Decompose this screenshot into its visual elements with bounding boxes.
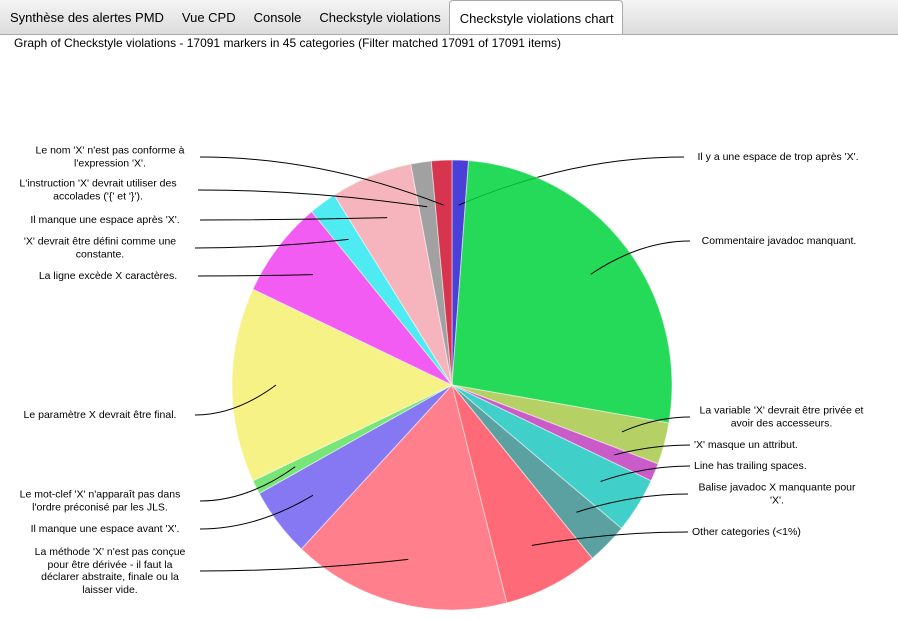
- leader-line: [194, 238, 349, 249]
- slice-label: Il manque une espace après 'X'.: [30, 213, 180, 226]
- tab[interactable]: Console: [253, 10, 302, 25]
- slice-label: L'instruction 'X' devrait utiliser des a…: [19, 177, 177, 203]
- leader-line: [590, 240, 691, 275]
- leader-line: [199, 156, 444, 206]
- tab[interactable]: Vue CPD: [181, 10, 236, 25]
- leader-line: [600, 465, 691, 482]
- slice-label: Le mot-clef 'X' n'apparaît pas dans l'or…: [19, 488, 181, 514]
- slice-label: Line has trailing spaces.: [694, 459, 807, 472]
- chart-title: Graph of Checkstyle violations - 17091 m…: [14, 36, 561, 50]
- tab-bar: Synthèse des alertes PMD Vue CPD Console Ch…: [0, 0, 898, 35]
- slice-label: Other categories (<1%): [692, 525, 801, 538]
- pie-slice: [231, 288, 454, 482]
- leader-line: [194, 384, 277, 416]
- leader-line: [199, 217, 388, 221]
- leader-line: [614, 444, 691, 456]
- slice-label: La méthode 'X' n'est pas conçue pour êtr…: [34, 546, 186, 596]
- slice-label: Commentaire javadoc manquant.: [701, 234, 857, 247]
- slice-label: 'X' devrait être défini comme une consta…: [23, 235, 177, 261]
- leader-line: [531, 531, 689, 546]
- slice-label: Le paramètre X devrait être final.: [23, 408, 177, 421]
- pie-slice: [451, 160, 673, 424]
- tab[interactable]: Synthèse des alertes PMD: [10, 10, 164, 25]
- slice-label: Le nom 'X' n'est pas conforme à l'expres…: [35, 144, 185, 170]
- leader-line: [199, 466, 296, 502]
- leader-line: [197, 189, 428, 208]
- slice-label: Balise javadoc X manquante pour 'X'.: [698, 481, 856, 507]
- slice-label: Il y a une espace de trop après 'X'.: [697, 150, 859, 163]
- leader-line: [197, 274, 313, 277]
- pie-slice: [430, 159, 453, 386]
- leader-line: [621, 416, 691, 433]
- pie-slice: [300, 383, 508, 611]
- slice-label: Il manque une espace avant 'X'.: [30, 522, 180, 535]
- slice-label: La variable 'X' devrait être privée et a…: [699, 404, 864, 430]
- tab[interactable]: Checkstyle violations chart: [448, 0, 623, 34]
- slice-label: La ligne excède X caractères.: [38, 269, 178, 282]
- leader-line: [199, 494, 314, 530]
- tab[interactable]: Checkstyle violations: [319, 10, 441, 25]
- slice-label: 'X' masque un attribut.: [694, 438, 798, 451]
- leader-line: [199, 558, 409, 572]
- leader-line: [576, 493, 689, 513]
